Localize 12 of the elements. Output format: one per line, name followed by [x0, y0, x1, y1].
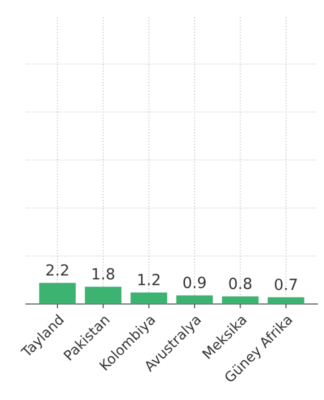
bar	[176, 295, 213, 304]
data-label: 0.8	[229, 278, 252, 290]
data-label: 2.2	[46, 264, 68, 276]
data-label: 0.9	[183, 276, 206, 288]
bar	[39, 282, 76, 304]
data-label: 1.8	[92, 268, 114, 280]
bar	[268, 297, 304, 304]
data-label: 1.2	[138, 274, 160, 286]
bar	[222, 296, 259, 304]
data-label: 0.7	[274, 278, 297, 290]
bar	[84, 286, 122, 304]
bar	[130, 292, 168, 304]
